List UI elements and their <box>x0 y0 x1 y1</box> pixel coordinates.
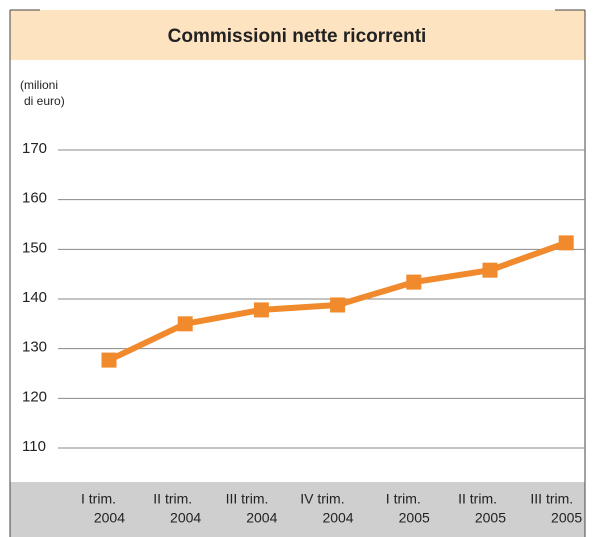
x-tick-label: II trim. <box>458 491 497 507</box>
y-tick-label: 110 <box>22 438 46 455</box>
y-tick-label: 170 <box>22 140 47 157</box>
title-band <box>10 10 585 60</box>
y-axis-label: (milioni <box>20 78 58 92</box>
x-tick-label: III trim. <box>530 491 573 507</box>
x-tick-label: 2004 <box>94 510 125 526</box>
marker <box>253 302 269 318</box>
x-tick-label: I trim. <box>386 491 421 507</box>
marker <box>406 274 422 290</box>
y-tick-label: 120 <box>22 388 47 405</box>
x-tick-label: III trim. <box>226 491 269 507</box>
x-tick-label: 2005 <box>475 510 506 526</box>
marker <box>558 235 574 251</box>
y-tick-label: 130 <box>22 339 47 356</box>
x-tick-label: 2004 <box>322 510 353 526</box>
x-tick-label: IV trim. <box>300 491 344 507</box>
marker <box>330 297 346 313</box>
x-tick-label: II trim. <box>153 491 192 507</box>
chart-title: Commissioni nette ricorrenti <box>168 26 427 47</box>
y-tick-label: 140 <box>22 289 47 306</box>
category-band <box>10 482 585 537</box>
marker <box>177 316 193 332</box>
y-tick-label: 150 <box>22 239 47 256</box>
x-tick-label: 2004 <box>246 510 277 526</box>
x-tick-label: 2005 <box>399 510 430 526</box>
x-tick-label: 2005 <box>551 510 582 526</box>
y-axis-label: di euro) <box>24 94 65 108</box>
y-tick-label: 160 <box>22 190 47 207</box>
x-tick-label: I trim. <box>81 491 116 507</box>
marker <box>101 352 117 368</box>
marker <box>482 262 498 278</box>
x-tick-label: 2004 <box>170 510 201 526</box>
